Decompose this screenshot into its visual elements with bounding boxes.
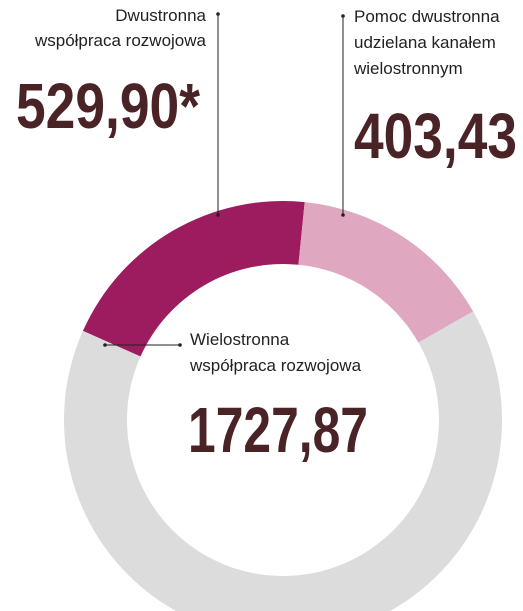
donut-segment bbox=[82, 201, 305, 357]
value-label: 529,90* bbox=[16, 70, 200, 142]
leader-dot bbox=[341, 213, 345, 217]
leader-dot bbox=[341, 14, 345, 18]
segment-label: udzielana kanałem bbox=[354, 33, 496, 52]
leader-dot bbox=[216, 213, 220, 217]
leader-dot bbox=[178, 343, 182, 347]
leader-dot bbox=[216, 12, 220, 16]
segment-label: wielostronnym bbox=[353, 59, 463, 78]
donut-segment bbox=[64, 311, 502, 611]
donut-segment bbox=[298, 202, 474, 343]
segment-label: Pomoc dwustronna bbox=[354, 7, 500, 26]
value-label: 1727,87 bbox=[188, 394, 368, 466]
segment-label: współpraca rozwojowa bbox=[34, 31, 207, 50]
value-label: 403,43 bbox=[354, 100, 517, 172]
segment-label: współpraca rozwojowa bbox=[189, 356, 362, 375]
leader-dot bbox=[103, 343, 107, 347]
segment-label: Dwustronna bbox=[115, 6, 206, 25]
segment-label: Wielostronna bbox=[190, 330, 290, 349]
